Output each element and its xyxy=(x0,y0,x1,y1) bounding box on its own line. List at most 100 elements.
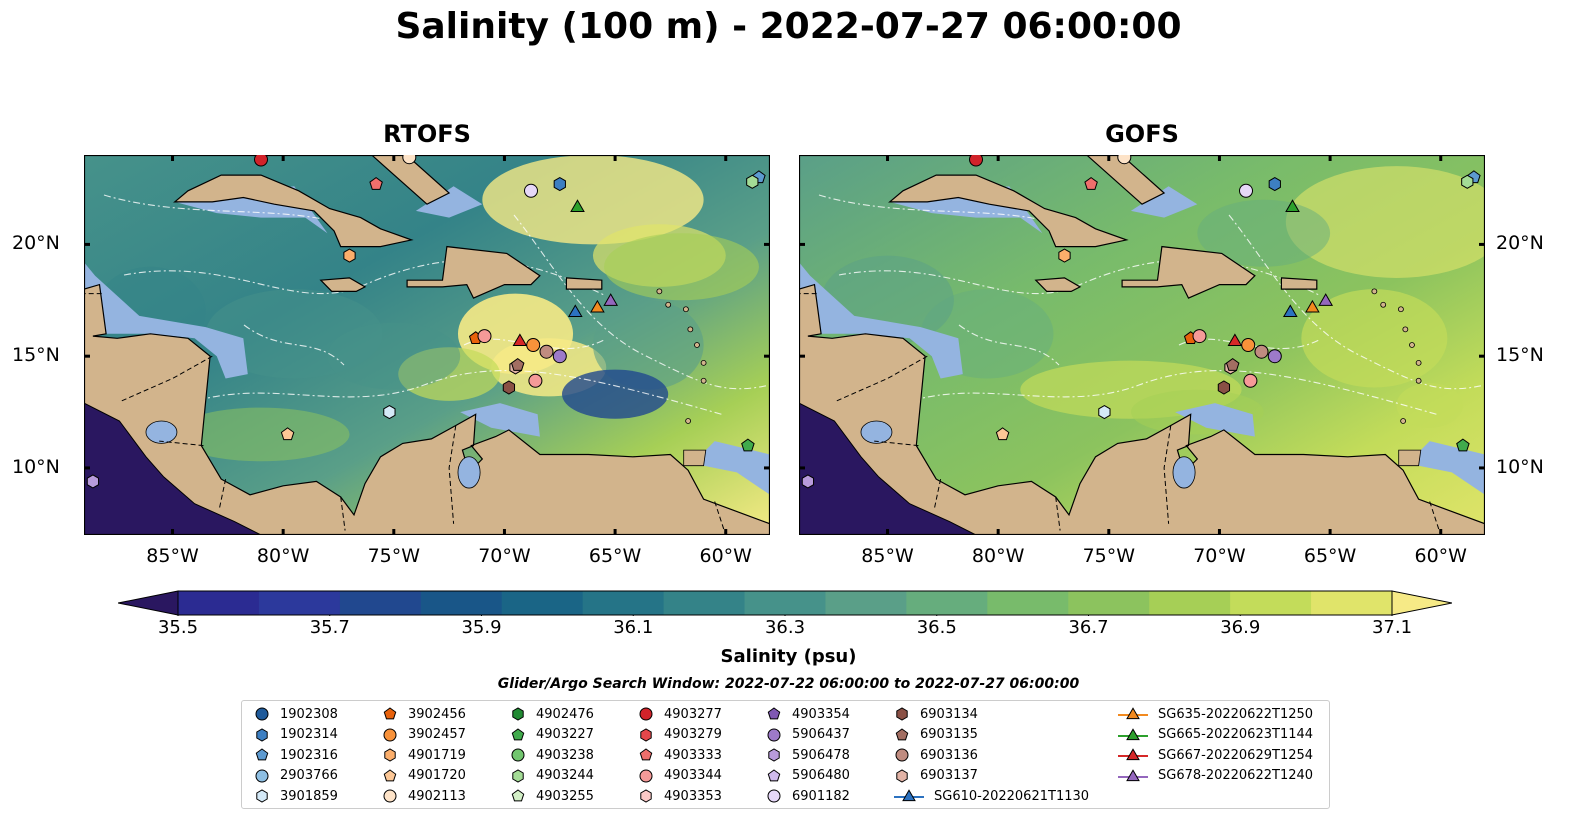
obs-marker-SG667-20220629T1254[interactable] xyxy=(512,333,528,347)
legend-marker-icon xyxy=(512,707,524,721)
legend-label: 3901859 xyxy=(280,788,338,804)
obs-marker-6903136[interactable] xyxy=(1254,344,1269,359)
legend-marker-icon xyxy=(1118,707,1148,720)
obs-marker-SG678-20220622T1240[interactable] xyxy=(603,293,619,306)
obs-marker-SG610-20220621T1130[interactable] xyxy=(1282,304,1298,318)
legend-label: 4903279 xyxy=(664,727,722,742)
obs-marker-3902457[interactable] xyxy=(526,338,541,352)
map-rtofs[interactable] xyxy=(84,155,770,535)
map-gofs[interactable] xyxy=(799,155,1485,535)
legend-marker-icon xyxy=(639,707,653,721)
obs-marker-3901859[interactable] xyxy=(1098,405,1111,420)
obs-marker-3901859[interactable] xyxy=(383,405,396,420)
legend-marker-icon xyxy=(1118,768,1148,781)
legend-item-4903277: 4903277 xyxy=(638,705,722,723)
colorbar-tick-label: 35.9 xyxy=(461,617,502,638)
obs-marker-6903134[interactable] xyxy=(502,380,516,395)
obs-marker-5906478[interactable] xyxy=(801,474,815,489)
lon-tick-label: 60°W xyxy=(699,545,752,567)
obs-marker-5906437[interactable] xyxy=(1267,349,1282,364)
colorbar-segment xyxy=(663,591,746,615)
obs-marker-SG635-20220622T1250[interactable] xyxy=(590,299,605,313)
obs-marker-SG665-20220623T1144[interactable] xyxy=(570,199,585,212)
legend-marker-icon xyxy=(1118,748,1148,761)
legend-marker-icon xyxy=(255,707,269,721)
legend-marker-icon xyxy=(1118,727,1148,740)
legend-item-3902457: 3902457 xyxy=(382,726,466,744)
legend-marker-icon xyxy=(383,707,397,720)
legend: 1902308 1902314 1902316 2903766 3901859 39024… xyxy=(241,700,1330,809)
lon-tick-label: 65°W xyxy=(1303,545,1357,567)
legend-item-5906480: 5906480 xyxy=(766,767,850,785)
legend-marker-icon xyxy=(767,768,781,781)
obs-marker-4901720[interactable] xyxy=(995,427,1010,441)
legend-item-2903766: 2903766 xyxy=(254,767,338,785)
legend-item-6903135: 6903135 xyxy=(894,726,978,744)
legend-item-1902314: 1902314 xyxy=(254,726,338,744)
obs-marker-4903277[interactable] xyxy=(254,155,268,167)
colorbar-segment xyxy=(339,591,422,615)
obs-marker-4903344[interactable] xyxy=(528,373,543,388)
legend-label: 6903136 xyxy=(920,747,978,763)
legend-item-4903279: 4903279 xyxy=(638,726,722,744)
obs-marker-SG610-20220621T1130[interactable] xyxy=(567,304,583,318)
lon-tick-label: 85°W xyxy=(146,545,199,567)
obs-marker-1902314[interactable] xyxy=(553,177,566,192)
lon-tick-label: 80°W xyxy=(971,545,1025,567)
colorbar-tick-label: 36.7 xyxy=(1068,617,1109,638)
obs-marker-1902314[interactable] xyxy=(1268,177,1281,192)
obs-marker-SG678-20220622T1240[interactable] xyxy=(1318,293,1334,306)
obs-marker-6903135[interactable] xyxy=(1225,357,1240,371)
obs-marker-6903134[interactable] xyxy=(1217,380,1231,395)
obs-marker-4903344[interactable] xyxy=(1243,373,1258,388)
lat-tick-label: 20°N xyxy=(1496,232,1544,255)
legend-label: 1902308 xyxy=(280,706,338,722)
obs-marker-4902113[interactable] xyxy=(1117,155,1132,165)
obs-marker-6901182[interactable] xyxy=(1239,183,1253,198)
legend-item-6901182: 6901182 xyxy=(766,787,850,805)
obs-marker-4903333[interactable] xyxy=(1084,176,1098,190)
legend-item-4903244: 4903244 xyxy=(510,767,594,785)
legend-label: 1902316 xyxy=(280,747,338,763)
obs-marker-4903227[interactable] xyxy=(741,438,755,452)
legend-marker-icon xyxy=(511,789,525,802)
obs-marker-4902113[interactable] xyxy=(402,155,417,165)
panel-title-rtofs: RTOFS xyxy=(383,120,471,148)
obs-marker-5906437[interactable] xyxy=(552,349,567,364)
obs-marker-4903227[interactable] xyxy=(1456,438,1470,452)
obs-marker-4901720[interactable] xyxy=(280,427,295,441)
lon-tick-label: 65°W xyxy=(588,545,642,567)
legend-label: 6903135 xyxy=(920,727,978,742)
legend-marker-icon xyxy=(768,748,780,762)
obs-marker-SG635-20220622T1250[interactable] xyxy=(1305,299,1320,313)
obs-marker-4901719[interactable] xyxy=(343,248,356,263)
obs-marker-4903244[interactable] xyxy=(1461,174,1474,189)
obs-marker-4903344[interactable] xyxy=(1192,329,1207,344)
colorbar-segment xyxy=(501,591,584,615)
legend-label: 6901182 xyxy=(792,788,850,804)
obs-marker-4901719[interactable] xyxy=(1058,248,1071,263)
legend-label: 4903244 xyxy=(536,768,594,783)
colorbar-segment xyxy=(258,591,341,615)
colorbar-tick-label: 35.7 xyxy=(309,617,350,638)
legend-label: SG635-20220622T1250 xyxy=(1158,706,1314,722)
obs-marker-6903135[interactable] xyxy=(510,357,525,371)
obs-marker-6903136[interactable] xyxy=(539,344,554,359)
obs-marker-3902457[interactable] xyxy=(1241,338,1256,352)
obs-marker-6901182[interactable] xyxy=(524,183,538,198)
obs-marker-SG665-20220623T1144[interactable] xyxy=(1285,199,1300,212)
legend-marker-icon xyxy=(511,748,525,762)
obs-marker-4903277[interactable] xyxy=(969,155,983,167)
obs-marker-4903344[interactable] xyxy=(477,329,492,344)
lon-tick-label: 75°W xyxy=(1082,545,1136,567)
obs-marker-4903333[interactable] xyxy=(369,176,383,190)
legend-item-SG610-20220621T1130: SG610-20220621T1130 xyxy=(894,787,1089,805)
legend-label: SG610-20220621T1130 xyxy=(934,788,1090,804)
obs-marker-5906478[interactable] xyxy=(86,474,100,489)
obs-marker-4903244[interactable] xyxy=(746,174,759,189)
colorbar-segment xyxy=(1068,591,1150,615)
lat-tick-label: 15°N xyxy=(1496,344,1544,367)
obs-marker-SG667-20220629T1254[interactable] xyxy=(1227,333,1243,347)
legend-item-4902113: 4902113 xyxy=(382,787,466,805)
legend-label: 4903255 xyxy=(536,788,594,804)
